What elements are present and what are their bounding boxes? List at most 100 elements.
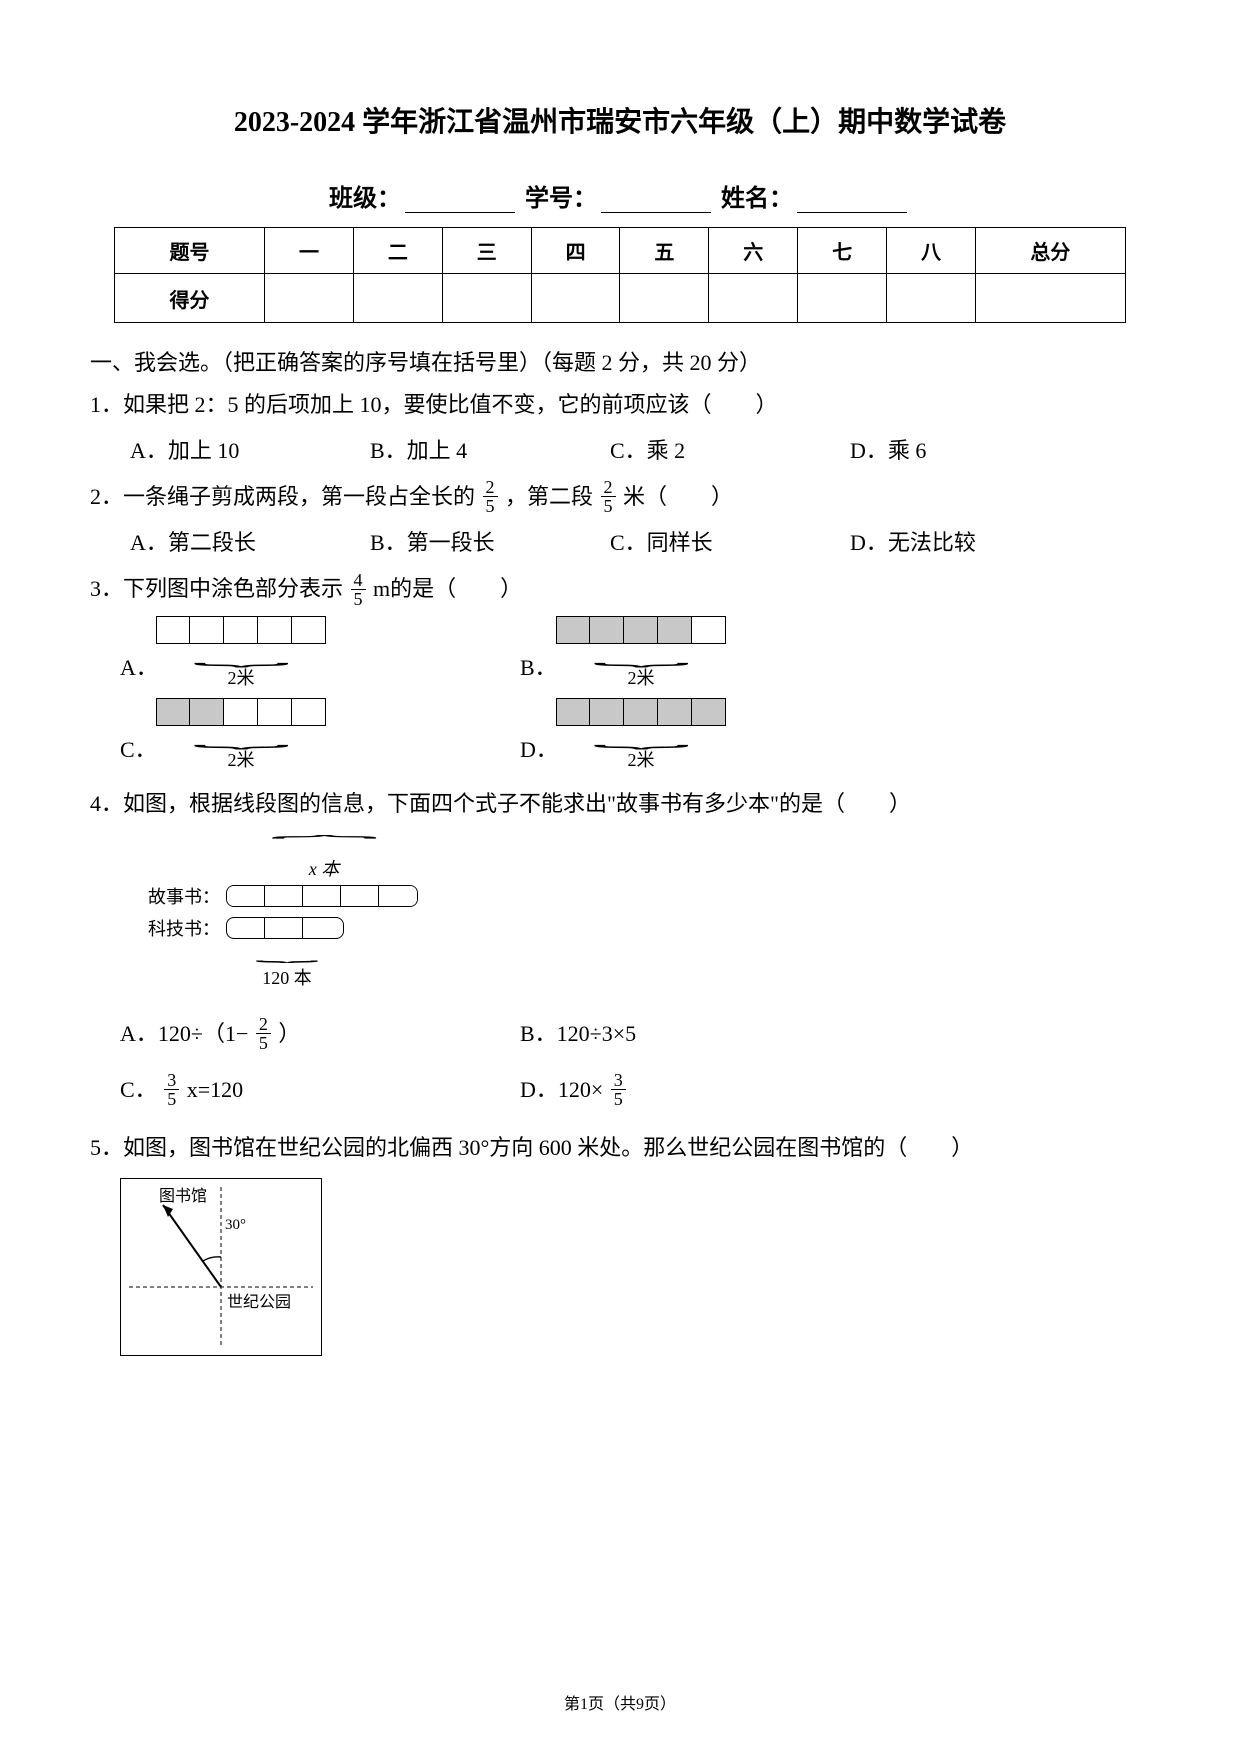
q1-opt-d: D．乘 6 — [850, 431, 1090, 471]
table-row: 题号 一 二 三 四 五 六 七 八 总分 — [115, 228, 1126, 274]
q3-frac: 45 — [351, 571, 366, 608]
frac-den: 5 — [611, 1090, 626, 1108]
opt-label: C． — [120, 732, 156, 772]
q4-120-label: ⏟ 120 本 — [228, 943, 346, 990]
th: 四 — [531, 228, 620, 274]
q2-mid: ，第二段 — [505, 484, 593, 509]
th: 一 — [265, 228, 354, 274]
q4-opt-b: B．120÷3×5 — [520, 1006, 920, 1062]
td — [353, 274, 442, 323]
q3-post: m的是（ ） — [373, 576, 522, 601]
brace-icon: ⏟ — [592, 649, 689, 660]
boxrow-diagram: ⏟ 2米 — [556, 698, 726, 772]
box-cell — [156, 616, 190, 644]
box-cell — [692, 616, 726, 644]
th: 六 — [709, 228, 798, 274]
score-table: 题号 一 二 三 四 五 六 七 八 总分 得分 — [114, 227, 1126, 323]
park-label: 世纪公园 — [227, 1293, 291, 1311]
frac-den: 5 — [601, 497, 616, 515]
box-cell — [556, 698, 590, 726]
opt-label: A． — [120, 650, 156, 690]
q4-opt-c: C． 35 x=120 — [120, 1062, 520, 1118]
frac-num: 2 — [601, 478, 616, 497]
frac-den: 5 — [483, 497, 498, 515]
page-footer: 第1页（共9页） — [0, 1690, 1240, 1714]
question-5: 5．如图，图书馆在世纪公园的北偏西 30°方向 600 米处。那么世纪公园在图书… — [90, 1128, 1150, 1168]
frac-num: 2 — [256, 1015, 271, 1034]
td — [975, 274, 1125, 323]
brace-icon: ⏟ — [192, 731, 289, 742]
exam-title: 2023-2024 学年浙江省温州市瑞安市六年级（上）期中数学试卷 — [90, 100, 1150, 140]
box-cell — [224, 698, 258, 726]
q5-diagram: 图书馆 30° 世纪公园 — [120, 1178, 322, 1356]
box-cell — [190, 698, 224, 726]
q4-opt-d: D．120× 35 — [520, 1062, 920, 1118]
box-cell — [258, 616, 292, 644]
td — [709, 274, 798, 323]
txt: C． — [120, 1077, 157, 1102]
frac-num: 3 — [164, 1071, 179, 1090]
brace-label: 2米 — [628, 746, 655, 772]
student-meta: 班级： 学号： 姓名： — [90, 178, 1150, 213]
td — [265, 274, 354, 323]
q3-options: A． ⏟ 2米 B． ⏟ 2米 C． ⏟ 2米 D． — [90, 616, 1150, 780]
th: 得分 — [115, 274, 265, 323]
id-blank — [601, 190, 711, 213]
q1-options: A．加上 10 B．加上 4 C．乘 2 D．乘 6 — [90, 431, 1150, 471]
q2-opt-b: B．第一段长 — [370, 523, 610, 563]
box-cell — [292, 698, 326, 726]
q4-options: A．120÷（1− 25 ） B．120÷3×5 C． 35 x=120 D．1… — [90, 1006, 1150, 1118]
td — [620, 274, 709, 323]
td — [798, 274, 887, 323]
question-2: 2．一条绳子剪成两段，第一段占全长的 25 ，第二段 25 米（ ） — [90, 477, 1150, 517]
th: 二 — [353, 228, 442, 274]
q2-opt-d: D．无法比较 — [850, 523, 1090, 563]
angle-label: 30° — [225, 1217, 246, 1233]
box-cell — [624, 616, 658, 644]
txt: x=120 — [187, 1077, 243, 1102]
box-cell — [224, 616, 258, 644]
q3-opt-d: D． ⏟ 2米 — [520, 698, 920, 772]
q2-frac2: 25 — [601, 478, 616, 515]
q3-opt-c: C． ⏟ 2米 — [120, 698, 520, 772]
th: 总分 — [975, 228, 1125, 274]
q2-opt-c: C．同样长 — [610, 523, 850, 563]
box-cell — [292, 616, 326, 644]
q1-opt-b: B．加上 4 — [370, 431, 610, 471]
frac-den: 5 — [164, 1090, 179, 1108]
brace-label: 2米 — [628, 664, 655, 690]
brace-label: 2米 — [228, 664, 255, 690]
box-cell — [258, 698, 292, 726]
table-row: 得分 — [115, 274, 1126, 323]
boxrow-diagram: ⏟ 2米 — [156, 616, 326, 690]
story-bar — [226, 885, 418, 907]
q2-pre: 2．一条绳子剪成两段，第一段占全长的 — [90, 484, 475, 509]
box-cell — [658, 698, 692, 726]
txt: A．120÷（1− — [120, 1021, 248, 1046]
td — [887, 274, 976, 323]
th: 题号 — [115, 228, 265, 274]
th: 三 — [442, 228, 531, 274]
lib-label: 图书馆 — [159, 1187, 207, 1205]
name-label: 姓名： — [721, 186, 793, 212]
section-heading: 一、我会选。（把正确答案的序号填在括号里）（每题 2 分，共 20 分） — [90, 345, 1150, 377]
box-cell — [624, 698, 658, 726]
brace-icon: ⏟ — [192, 649, 289, 660]
opt-label: D． — [520, 732, 556, 772]
q4-x-label: ⏞ x 本 — [228, 834, 420, 881]
q3-pre: 3．下列图中涂色部分表示 — [90, 576, 343, 601]
th: 五 — [620, 228, 709, 274]
class-label: 班级： — [329, 186, 401, 212]
q1-opt-a: A．加上 10 — [130, 431, 370, 471]
question-3: 3．下列图中涂色部分表示 45 m的是（ ） — [90, 569, 1150, 609]
box-cell — [556, 616, 590, 644]
story-label: 故事书： — [140, 883, 226, 909]
tech-label: 科技书： — [140, 915, 226, 941]
id-label: 学号： — [525, 186, 597, 212]
boxrow-diagram: ⏟ 2米 — [156, 698, 326, 772]
box-cell — [692, 698, 726, 726]
box-cell — [190, 616, 224, 644]
name-blank — [797, 190, 907, 213]
th: 八 — [887, 228, 976, 274]
txt: D．120× — [520, 1077, 603, 1102]
